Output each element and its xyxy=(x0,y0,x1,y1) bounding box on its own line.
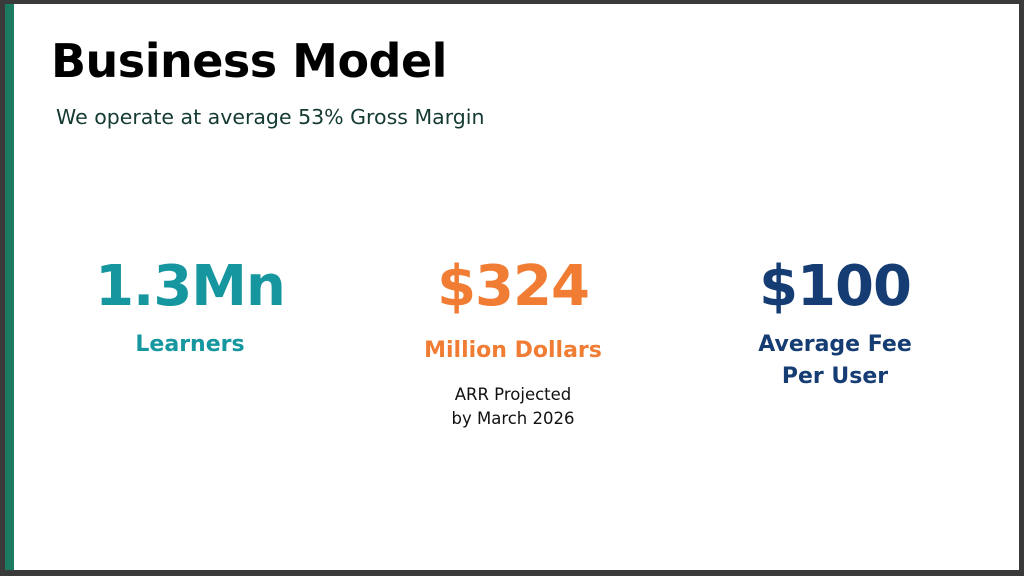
slide-title: Business Model xyxy=(51,34,447,88)
slide-accent-bar xyxy=(5,4,14,570)
metric-learners-value: 1.3Mn xyxy=(95,254,286,319)
metric-arr-label: Million Dollars xyxy=(424,338,602,363)
metric-average-fee-value: $100 xyxy=(759,254,912,319)
metric-arr-note-line1: ARR Projected xyxy=(454,385,572,404)
slide-subtitle: We operate at average 53% Gross Margin xyxy=(56,105,485,129)
metric-arr-value: $324 xyxy=(437,254,590,319)
metric-arr: $324 Million Dollars ARR Projected by Ma… xyxy=(363,255,663,431)
metric-arr-note: ARR Projected by March 2026 xyxy=(363,383,663,431)
metric-average-fee-label-line1: Average Fee xyxy=(758,332,912,357)
metric-average-fee-label-line2: Per User xyxy=(781,364,889,389)
metric-learners: 1.3Mn Learners xyxy=(40,255,340,361)
slide: Business Model We operate at average 53%… xyxy=(5,4,1019,570)
metric-learners-label: Learners xyxy=(135,332,245,357)
metric-arr-note-line2: by March 2026 xyxy=(451,409,575,428)
metric-average-fee: $100 Average Fee Per User xyxy=(685,255,985,393)
metric-average-fee-label: Average Fee Per User xyxy=(685,329,985,393)
